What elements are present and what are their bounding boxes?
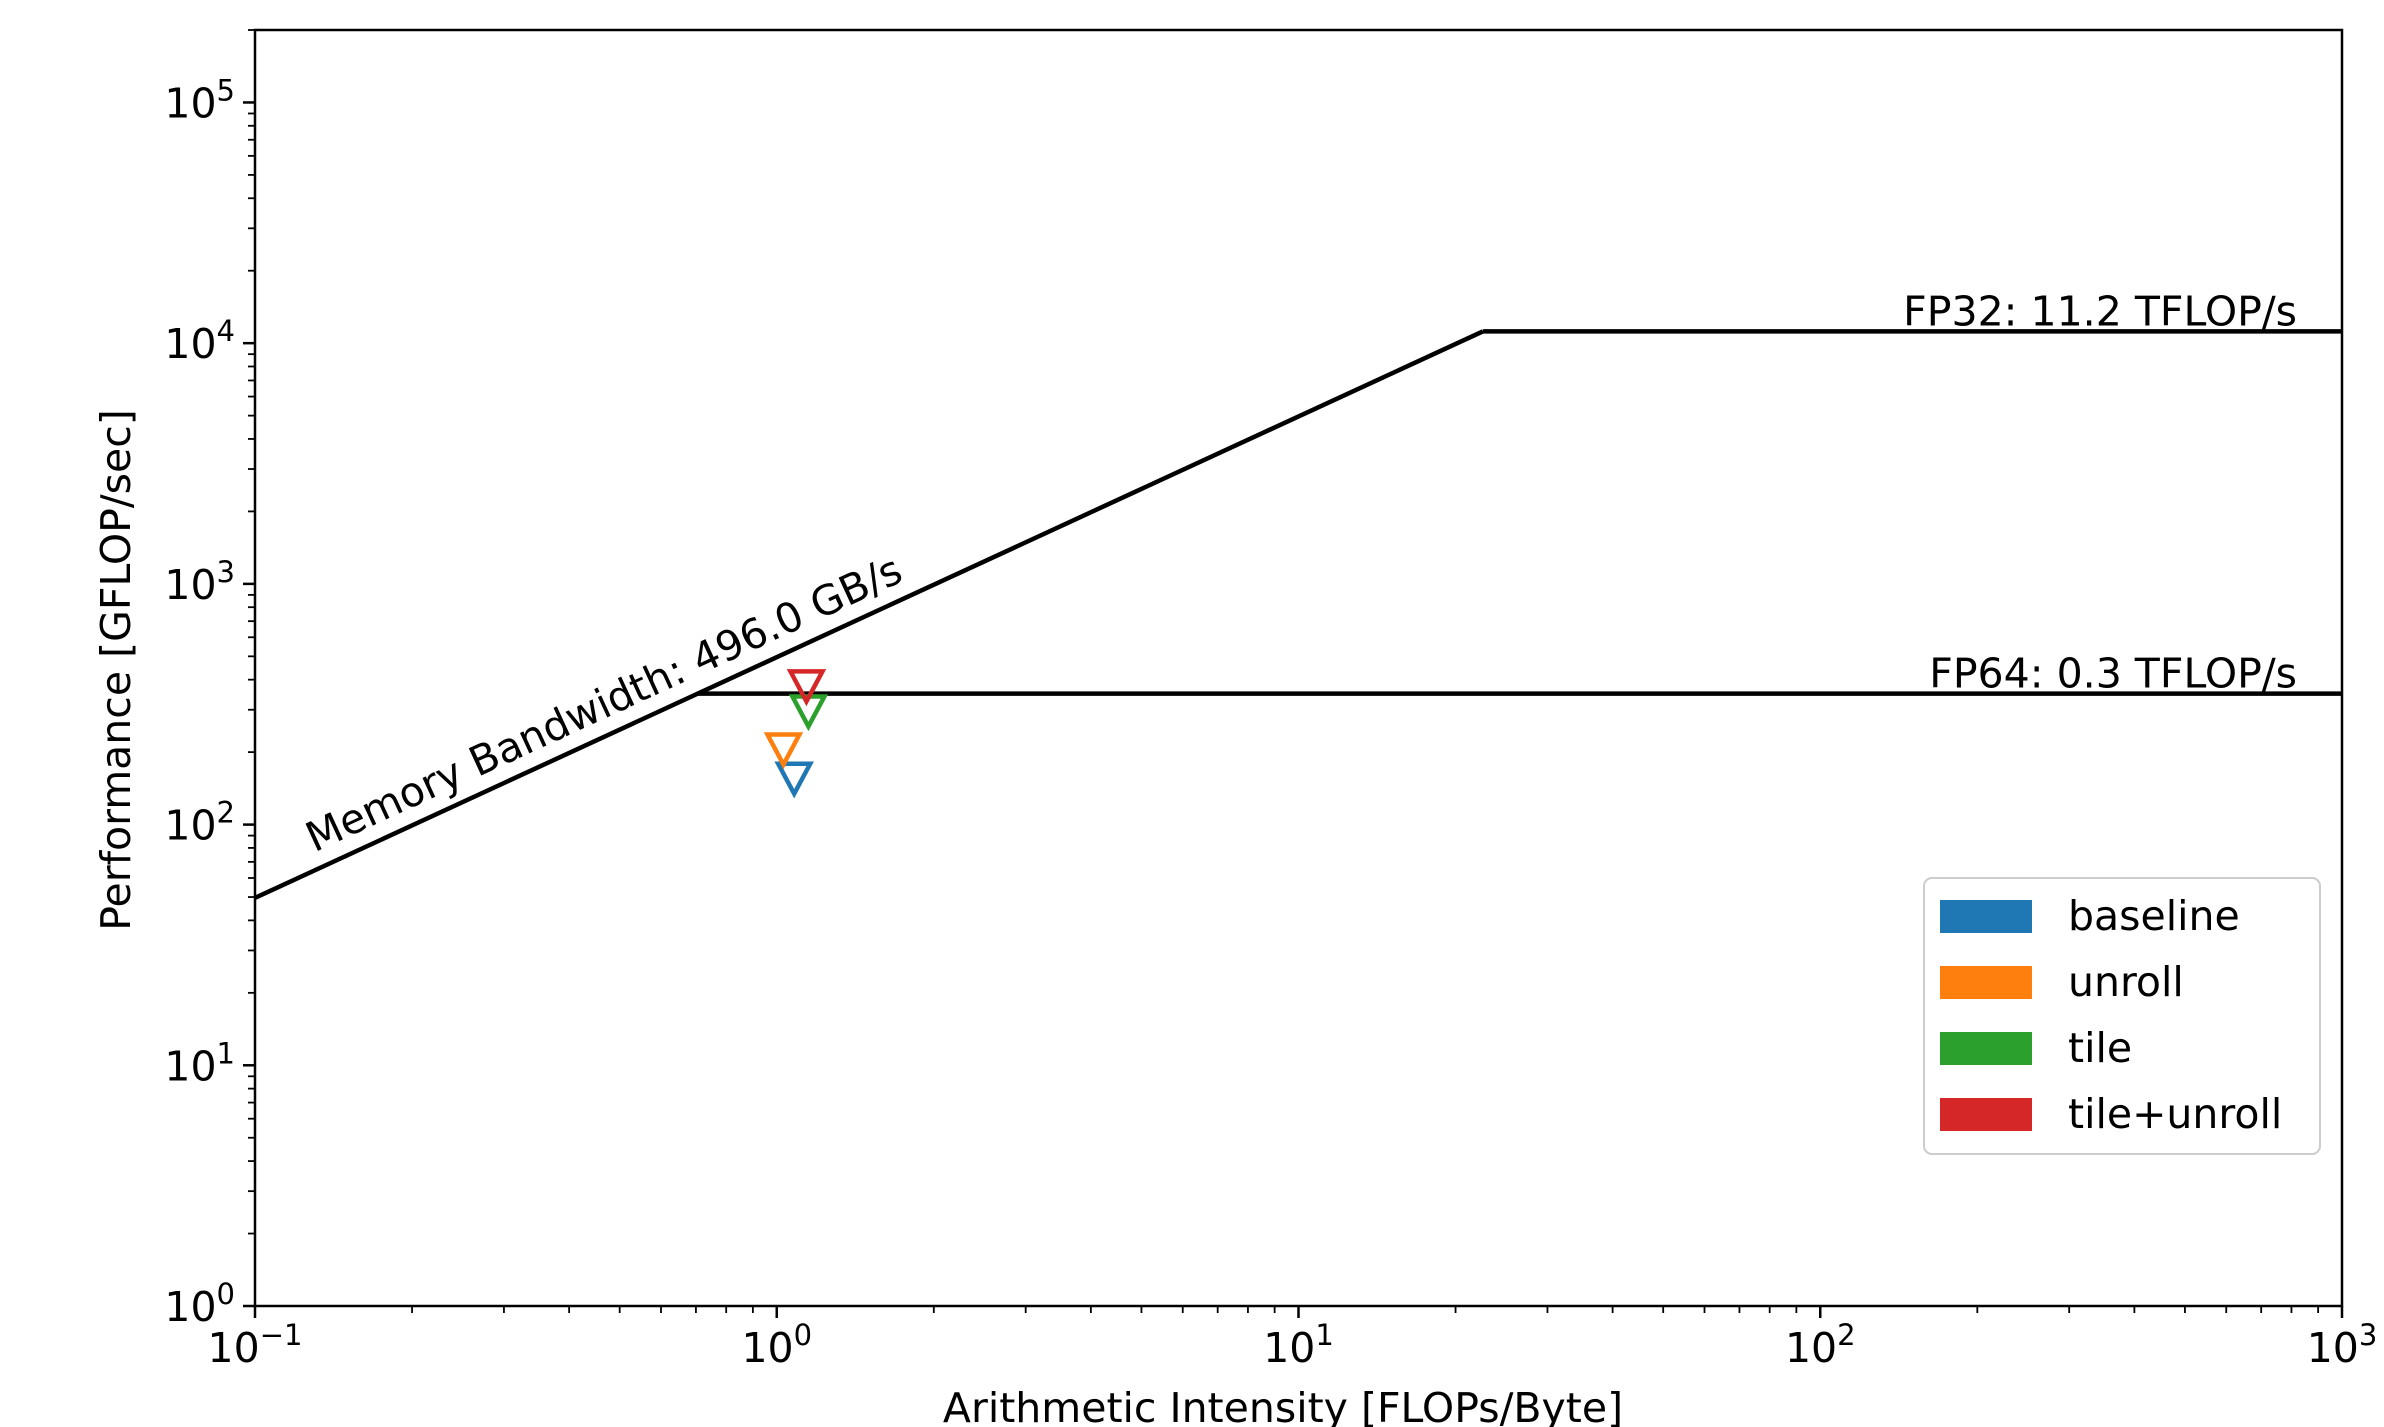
x-tick-label: 103 [2307, 1318, 2378, 1372]
legend-label-baseline: baseline [2068, 892, 2240, 940]
roofline-layer: FP32: 11.2 TFLOP/s FP64: 0.3 TFLOP/s Memor… [254, 287, 2342, 900]
x-tick-label: 102 [1785, 1318, 1856, 1372]
y-tick-label: 104 [164, 314, 235, 368]
y-tick-label: 101 [164, 1036, 235, 1090]
data-point-tile-plus-unroll [786, 669, 827, 707]
legend-swatch-unroll [1940, 966, 2032, 999]
x-tick-label: 10−1 [208, 1318, 303, 1372]
y-tick-label: 105 [164, 73, 235, 127]
x-axis-title: Arithmetic Intensity [FLOPs/Byte] [943, 1384, 1623, 1427]
legend-swatch-baseline [1940, 900, 2032, 933]
legend-frame [1923, 877, 2321, 1155]
fp32-ceiling-label: FP32: 11.2 TFLOP/s [1903, 287, 2297, 335]
legend-swatch-tile [1940, 1032, 2032, 1065]
data-point-baseline [774, 761, 814, 799]
legend: baseline unroll tile tile+unroll [1923, 877, 2321, 1155]
y-tick-label: 100 [164, 1277, 235, 1331]
legend-swatch-tile-plus-unroll [1940, 1098, 2032, 1131]
memory-bandwidth-label: Memory Bandwidth: 496.0 GB/s [299, 546, 910, 862]
data-points-layer [763, 669, 829, 799]
y-tick-label: 103 [164, 555, 235, 609]
fp64-ceiling-label: FP64: 0.3 TFLOP/s [1929, 650, 2297, 698]
memory-bandwidth-roof [254, 329, 1485, 900]
legend-label-tile-plus-unroll: tile+unroll [2068, 1090, 2282, 1138]
y-axis-title: Performance [GFLOP/sec] [92, 409, 140, 931]
x-tick-label: 101 [1263, 1318, 1334, 1372]
x-tick-label: 100 [741, 1318, 812, 1372]
data-point-unroll [763, 732, 804, 770]
legend-label-unroll: unroll [2068, 958, 2184, 1006]
legend-label-tile: tile [2068, 1024, 2132, 1072]
y-tick-label: 102 [164, 796, 235, 850]
